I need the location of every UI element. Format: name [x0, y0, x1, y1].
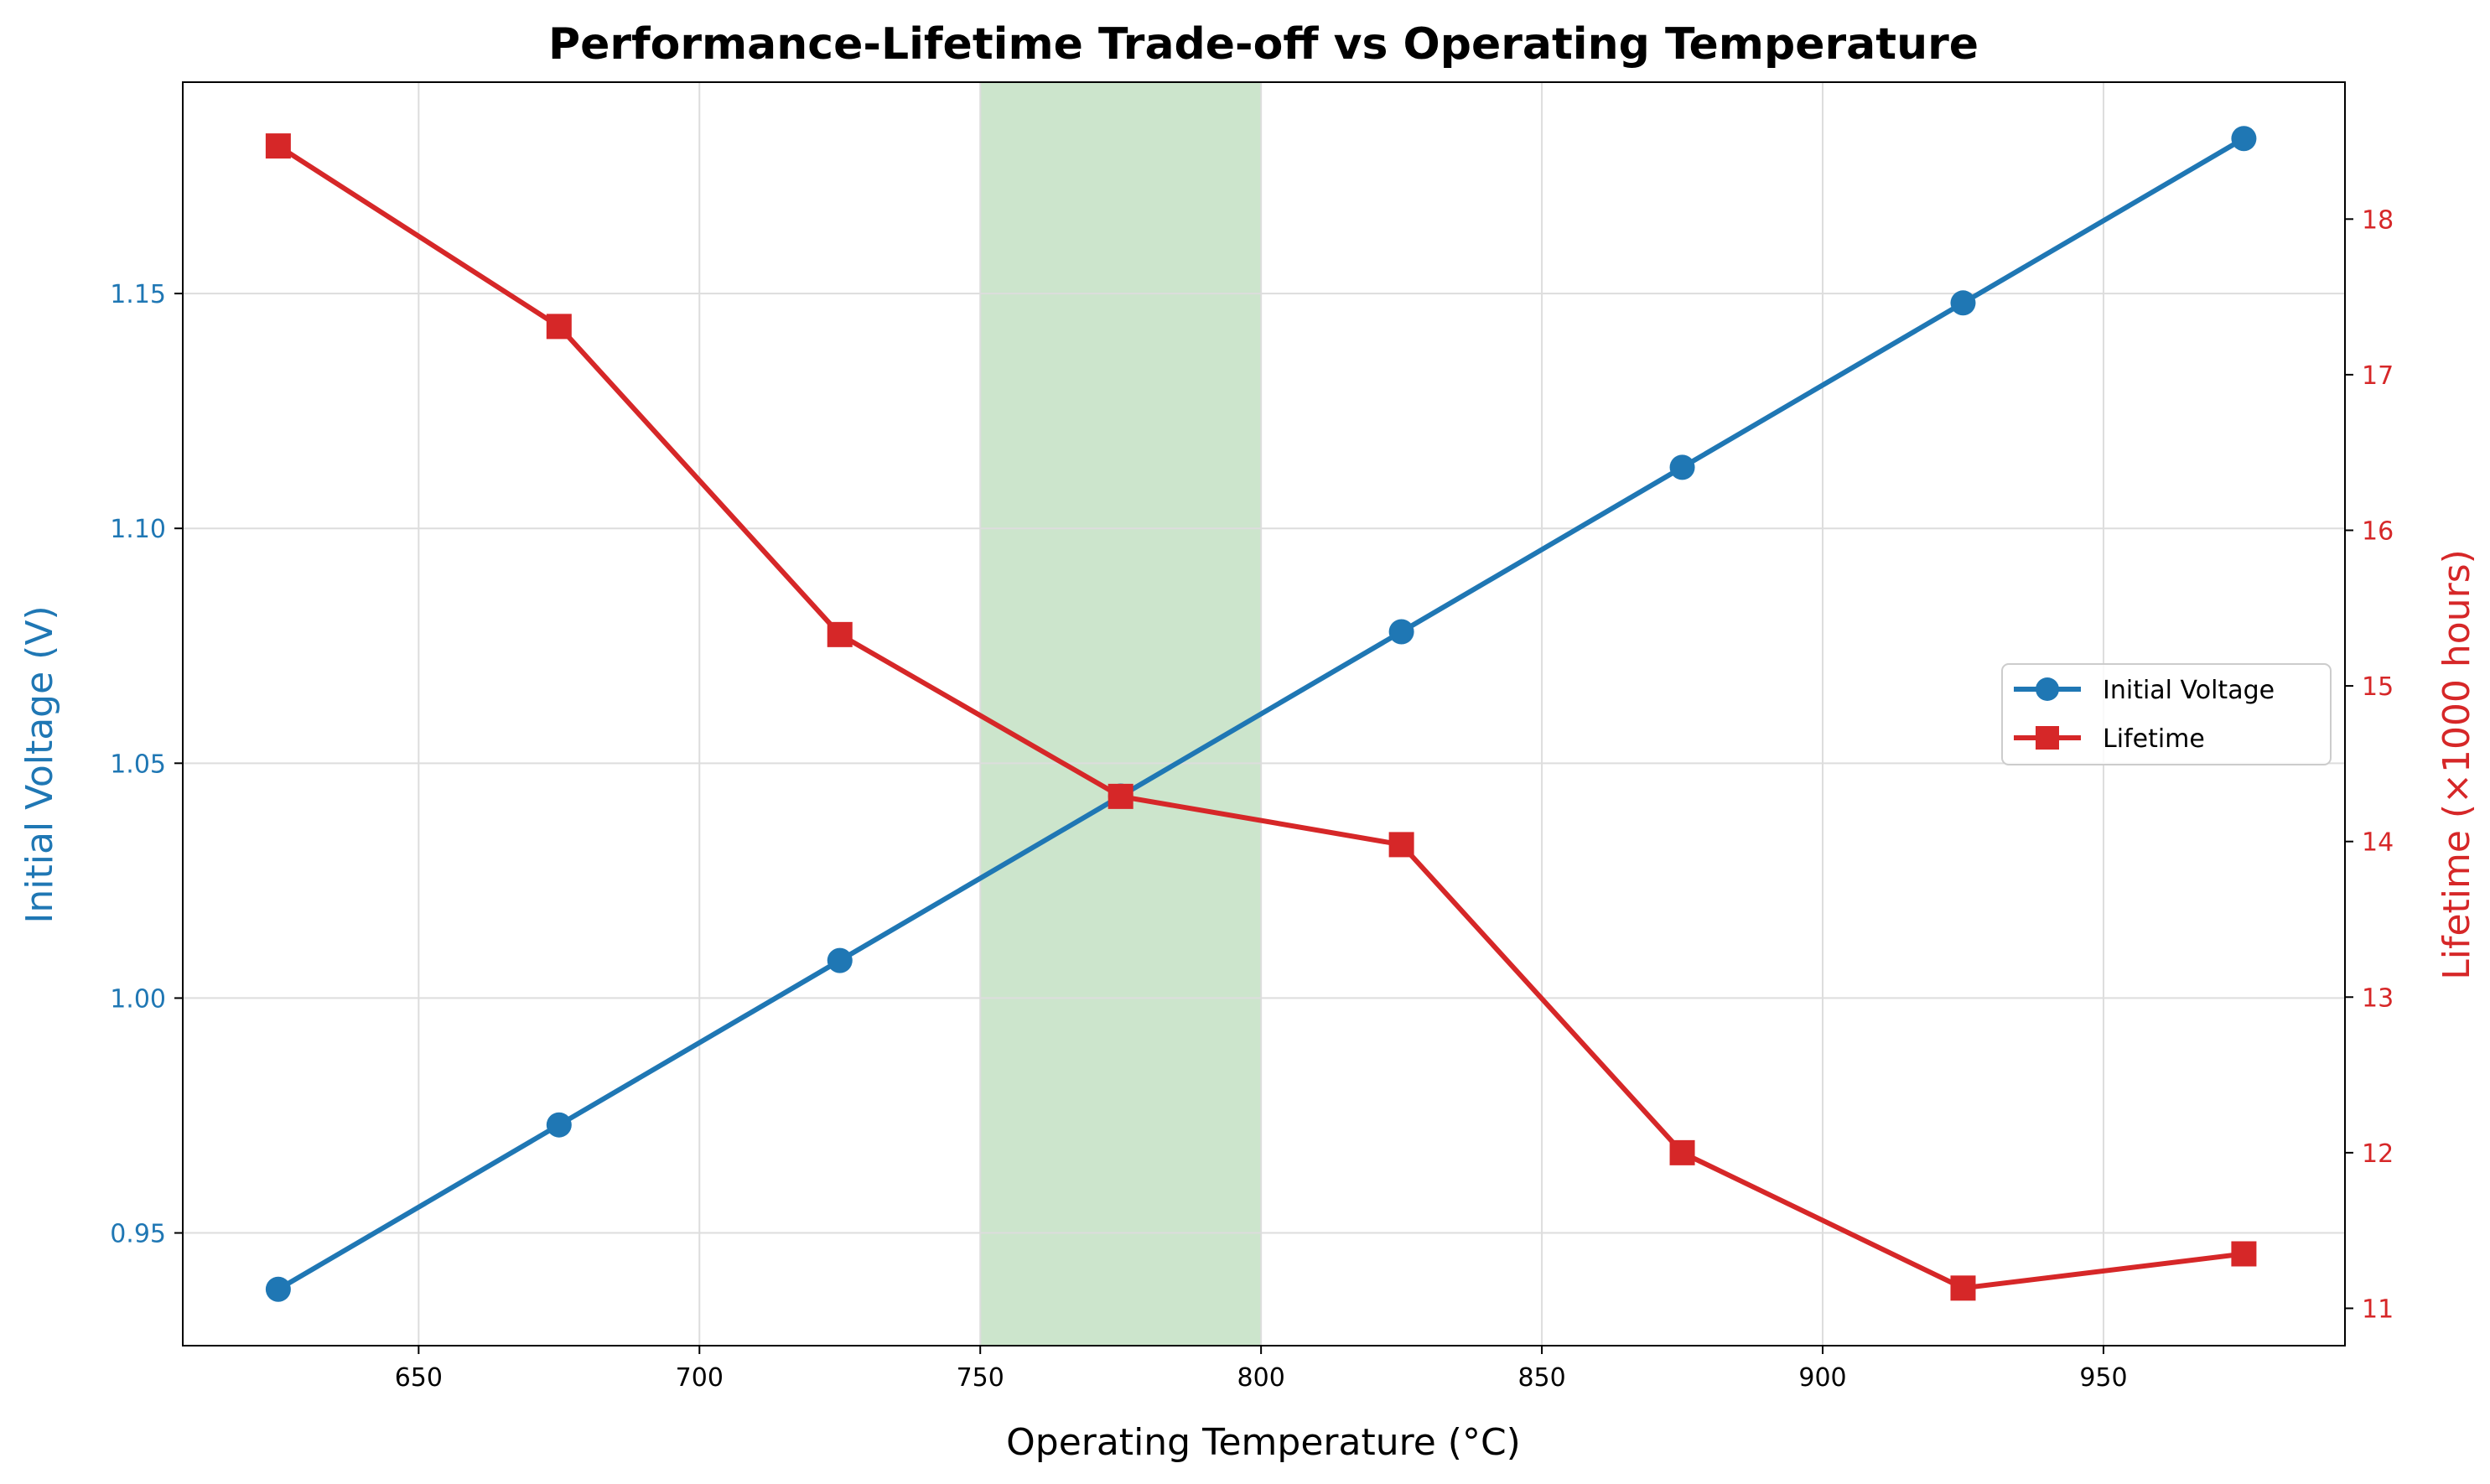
y-right-tick-label: 15 — [2362, 672, 2394, 702]
y-right-tick-label: 18 — [2362, 205, 2394, 235]
y-left-tick-label: 1.05 — [110, 750, 166, 779]
data-point-initial-voltage — [1388, 619, 1414, 645]
highlight-band — [980, 82, 1262, 1346]
data-point-lifetime — [265, 133, 291, 159]
y-right-tick-label: 14 — [2362, 828, 2394, 858]
y-right-tick-label: 11 — [2362, 1295, 2394, 1324]
legend: Initial Voltage Lifetime — [2001, 663, 2332, 765]
x-tick-label: 950 — [2079, 1363, 2127, 1393]
series-layer — [265, 126, 2257, 1302]
plot-frame — [182, 81, 2346, 1346]
y-right-tick-label: 16 — [2362, 517, 2394, 547]
data-point-lifetime — [1669, 1139, 1695, 1165]
data-point-initial-voltage — [2231, 126, 2257, 152]
highlight-band-layer — [980, 82, 1262, 1346]
legend-marker-lifetime — [2036, 726, 2059, 750]
data-point-lifetime — [827, 621, 853, 647]
legend-label-initial-voltage: Initial Voltage — [2103, 676, 2275, 705]
y-left-tick-label: 0.95 — [110, 1220, 166, 1249]
series-line-initial-voltage — [277, 136, 2245, 1292]
data-point-initial-voltage — [265, 1276, 291, 1302]
y-left-tick-label: 1.00 — [110, 984, 166, 1014]
y-left-tick-label: 1.15 — [110, 280, 166, 309]
data-point-lifetime — [1950, 1275, 1976, 1301]
legend-label-lifetime: Lifetime — [2103, 724, 2205, 754]
data-point-initial-voltage — [546, 1112, 572, 1138]
data-point-initial-voltage — [1669, 454, 1695, 480]
x-tick-label: 850 — [1517, 1363, 1565, 1393]
y-left-tick-label: 1.10 — [110, 515, 166, 544]
data-point-initial-voltage — [1950, 290, 1976, 316]
legend-marker-initial-voltage — [2036, 677, 2059, 701]
x-tick-label: 750 — [957, 1363, 1004, 1393]
x-tick-label: 650 — [395, 1363, 443, 1393]
legend-box — [2001, 663, 2332, 765]
x-tick-label: 700 — [676, 1363, 724, 1393]
chart-title: Performance-Lifetime Trade-off vs Operat… — [548, 19, 1979, 70]
data-point-lifetime — [1388, 832, 1414, 858]
y-axis-label-right: Lifetime (×1000 hours) — [2436, 549, 2478, 980]
data-point-lifetime — [546, 314, 572, 340]
data-point-lifetime — [2231, 1241, 2257, 1267]
x-tick-label: 900 — [1798, 1363, 1846, 1393]
y-axis-label-left: Initial Voltage (V) — [18, 605, 61, 923]
data-point-lifetime — [1108, 783, 1133, 809]
y-right-tick-label: 12 — [2362, 1139, 2394, 1169]
data-point-initial-voltage — [827, 947, 853, 973]
x-tick-label: 800 — [1237, 1363, 1285, 1393]
y-right-tick-label: 13 — [2362, 983, 2394, 1013]
x-axis-label: Operating Temperature (°C) — [1006, 1421, 1521, 1464]
tick-layer: 650 700 750 800 850 900 950 0.95 1.00 1.05 1.10 1.1… — [110, 205, 2394, 1393]
y-right-tick-label: 17 — [2362, 361, 2394, 391]
series-line-lifetime — [277, 143, 2244, 1291]
